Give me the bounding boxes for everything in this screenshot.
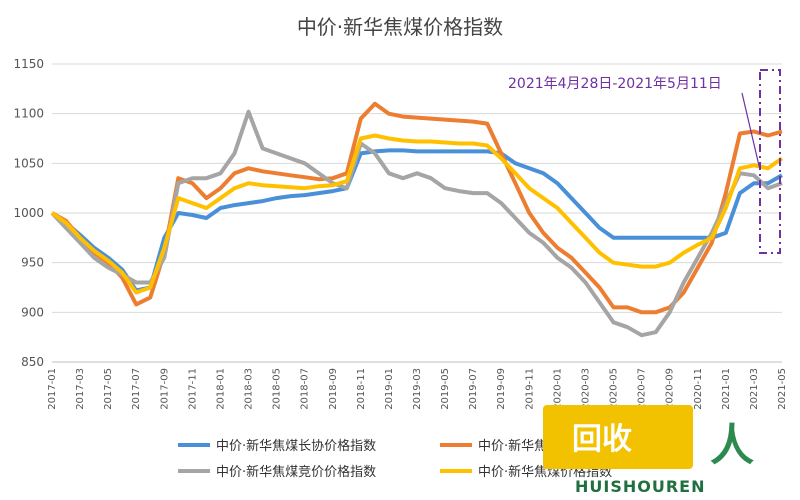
x-tick-label: 2017-05	[103, 368, 114, 410]
gridlines	[52, 63, 782, 363]
watermark-badge	[543, 405, 693, 469]
x-tick-label: 2017-07	[131, 368, 142, 410]
x-tick-label: 2020-07	[637, 368, 648, 410]
x-tick-label: 2020-03	[580, 368, 591, 410]
y-tick-label: 1100	[13, 107, 44, 121]
x-tick-label: 2020-05	[609, 368, 620, 410]
annotation-box	[759, 69, 781, 254]
x-tick-label: 2018-09	[328, 368, 339, 410]
series-lines	[50, 101, 784, 338]
chart-title: 中价·新华焦煤价格指数	[297, 15, 503, 39]
series-line-3	[50, 109, 783, 338]
watermark-logo: 回收 人 HUISHOUREN	[543, 405, 754, 496]
x-tick-label: 2018-07	[300, 368, 311, 410]
y-tick-label: 1050	[13, 156, 44, 170]
x-tick-label: 2021-05	[777, 368, 788, 410]
y-tick-label: 1150	[13, 57, 44, 71]
watermark-subtext: HUISHOUREN	[575, 477, 705, 496]
y-tick-label: 850	[21, 355, 44, 369]
legend-label: 中价·新华焦煤长协价格指数	[216, 438, 376, 454]
x-tick-label: 2018-05	[272, 368, 283, 410]
x-tick-label: 2019-03	[412, 368, 423, 410]
x-tick-label: 2019-05	[440, 368, 451, 410]
x-tick-label: 2020-09	[665, 368, 676, 410]
x-tick-label: 2017-11	[187, 368, 198, 410]
x-tick-label: 2017-03	[75, 368, 86, 410]
legend-label: 中价·新华焦煤竞价价格指数	[216, 464, 376, 480]
series-line-4	[50, 133, 784, 295]
series-line-2	[51, 101, 783, 315]
y-tick-label: 950	[21, 256, 44, 270]
x-tick-label: 2018-11	[356, 368, 367, 410]
x-tick-label: 2018-01	[215, 368, 226, 410]
legend-label: 中价·新华焦煤	[478, 438, 560, 454]
y-tick-label: 900	[21, 305, 44, 319]
x-tick-label: 2021-03	[749, 368, 760, 410]
x-tick-label: 2019-11	[524, 368, 535, 410]
x-tick-label: 2021-01	[721, 368, 732, 410]
watermark-text: 回收	[572, 422, 632, 457]
x-tick-label: 2017-09	[159, 368, 170, 410]
watermark-person-icon: 人	[710, 420, 754, 471]
x-tick-label: 2018-03	[244, 368, 255, 410]
y-tick-label: 1000	[13, 206, 44, 220]
annotation-pointer	[741, 92, 761, 171]
date-range-annotation: 2021年4月28日-2021年5月11日	[508, 69, 781, 254]
y-axis: 850 900 950 1000 1050 1100 1150	[13, 57, 44, 369]
x-tick-label: 2019-09	[496, 368, 507, 410]
x-tick-label: 2019-07	[468, 368, 479, 410]
annotation-label: 2021年4月28日-2021年5月11日	[508, 76, 722, 92]
x-tick-label: 2017-01	[47, 368, 58, 410]
x-axis: 2017-01 2017-03 2017-05 2017-07 2017-09 2017-…	[47, 361, 788, 410]
x-tick-label: 2020-11	[693, 368, 704, 410]
x-tick-label: 2019-01	[384, 368, 395, 410]
x-tick-label: 2020-01	[552, 368, 563, 410]
